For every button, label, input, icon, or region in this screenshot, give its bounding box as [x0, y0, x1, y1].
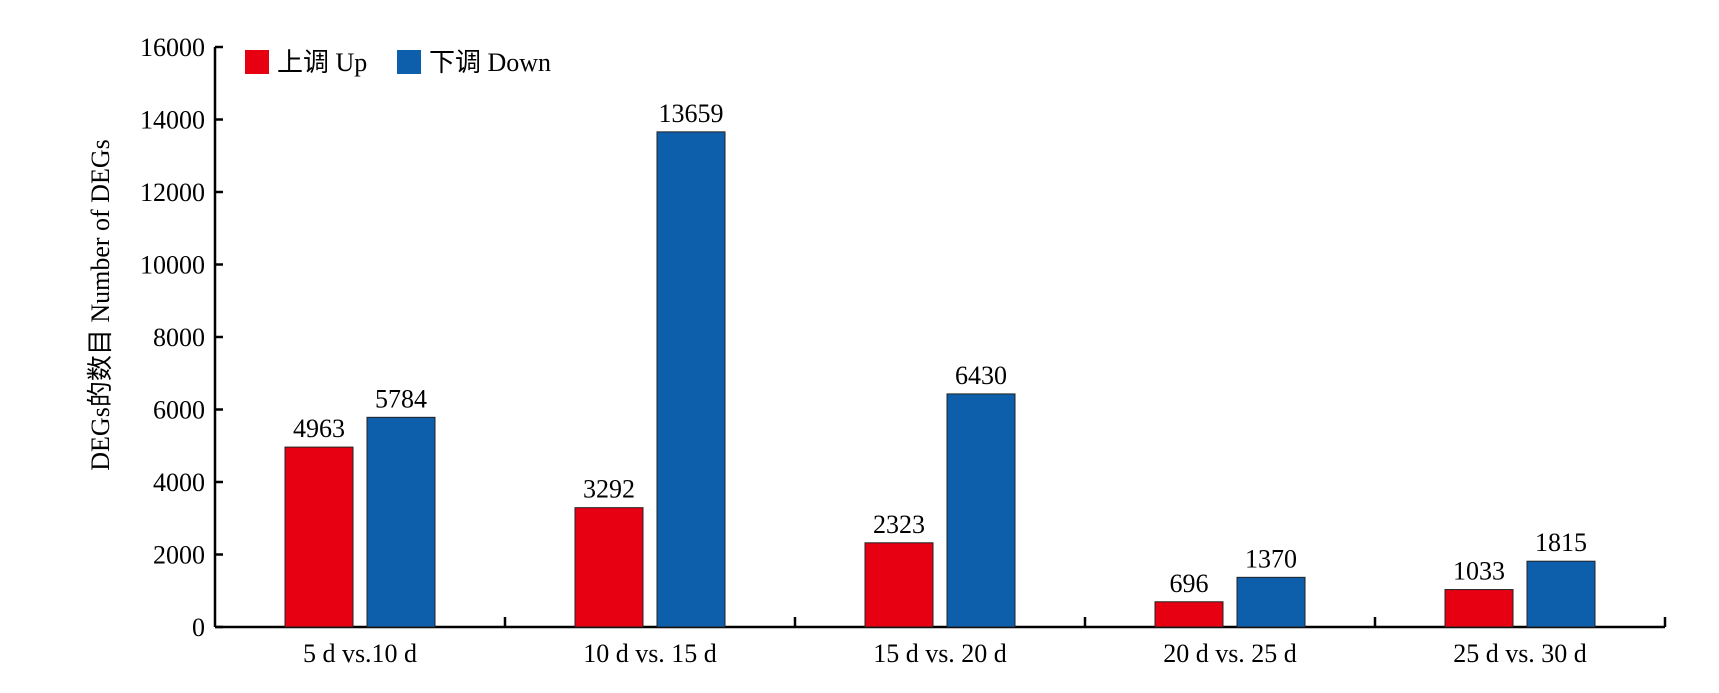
plot-area: 0 2000 4000 6000 8000 10000 12000 14000 16000 5 d… — [140, 33, 1667, 668]
x-tick-label: 20 d vs. 25 d — [1163, 639, 1297, 668]
data-label-down: 6430 — [955, 361, 1007, 390]
y-tick-label: 10000 — [140, 251, 205, 280]
bar-up — [1154, 601, 1224, 628]
y-tick-label: 0 — [192, 613, 205, 642]
y-tick-label: 4000 — [153, 468, 205, 497]
bar-up — [574, 507, 644, 628]
bar-down — [656, 131, 726, 628]
data-label-up: 1033 — [1453, 557, 1505, 586]
data-label-up: 2323 — [873, 510, 925, 539]
legend: 上调 Up 下调 Down — [245, 48, 551, 77]
bar-up — [1444, 589, 1514, 628]
data-label-down: 1815 — [1535, 528, 1587, 557]
legend-swatch-up — [245, 50, 269, 74]
bar-up — [864, 542, 934, 628]
y-tick-label: 6000 — [153, 396, 205, 425]
y-tick-label: 16000 — [140, 33, 205, 62]
bar-down — [366, 416, 436, 628]
bar-down — [1526, 560, 1596, 628]
data-label-up: 3292 — [583, 475, 635, 504]
y-tick-label: 12000 — [140, 178, 205, 207]
data-label-down: 1370 — [1245, 544, 1297, 573]
x-tick-label: 5 d vs.10 d — [303, 639, 417, 668]
data-label-up: 696 — [1170, 569, 1209, 598]
legend-label-down: 下调 Down — [429, 48, 551, 77]
y-tick-label: 8000 — [153, 323, 205, 352]
bar-down — [946, 393, 1016, 628]
legend-swatch-down — [397, 50, 421, 74]
x-tick-label: 10 d vs. 15 d — [583, 639, 717, 668]
y-axis-label: DEGs的数目 Number of DEGs — [86, 139, 115, 470]
legend-label-up: 上调 Up — [277, 48, 367, 77]
data-label-down: 13659 — [659, 99, 724, 128]
data-label-down: 5784 — [375, 384, 427, 413]
x-tick-label: 15 d vs. 20 d — [873, 639, 1007, 668]
y-tick-label: 2000 — [153, 541, 205, 570]
bar-up — [284, 446, 354, 628]
x-tick-label: 25 d vs. 30 d — [1453, 639, 1587, 668]
bar-down — [1236, 576, 1306, 628]
data-label-up: 4963 — [293, 414, 345, 443]
y-tick-label: 14000 — [140, 106, 205, 135]
